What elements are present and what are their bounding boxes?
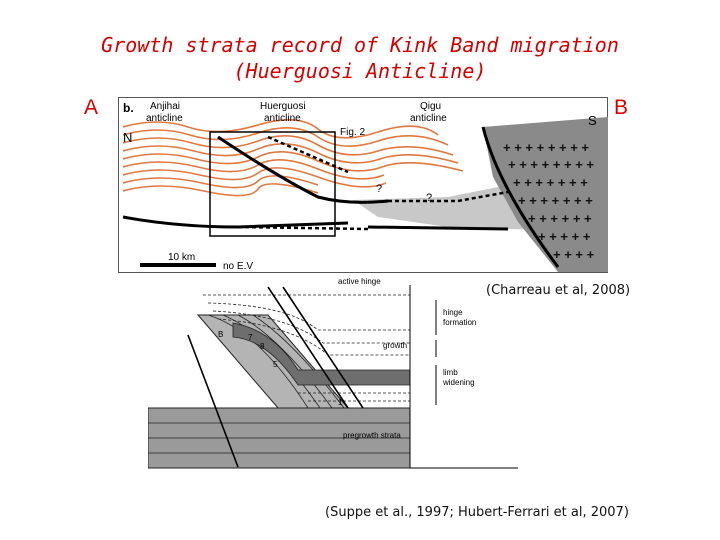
svg-text:+ + + +: + + + + [553, 247, 595, 262]
north-label: N [123, 130, 132, 145]
anticline-2-line2: anticline [264, 113, 301, 124]
section-marker-b: B [614, 96, 629, 119]
limb-widening-line1: limb [443, 368, 458, 377]
panel-label: b. [123, 101, 134, 115]
svg-text:+ + + + + + +: + + + + + + + [518, 193, 593, 208]
anticline-3-line1: Qigu [420, 101, 441, 112]
anticline-1-line1: Anjihai [150, 101, 180, 112]
slide-title-line1: Growth strata record of Kink Band migrat… [101, 33, 619, 57]
bed-label-5: 5 [273, 360, 278, 369]
pregrowth-label: pregrowth strata [343, 431, 401, 440]
svg-text:+ + + + + + + +: + + + + + + + + [508, 157, 594, 172]
hinge-formation-line2: formation [443, 318, 476, 327]
limb-widening-line2: widening [442, 378, 475, 387]
fig-ref-label: Fig. 2 [340, 127, 365, 138]
anticline-3-line2: anticline [410, 113, 447, 124]
bed-label-b: B [218, 330, 223, 339]
citation-suppe: (Suppe et al., 1997; Hubert-Ferrari et a… [325, 505, 629, 520]
svg-text:+ + + + + + + +: + + + + + + + + [503, 140, 589, 155]
anticline-1-line2: anticline [146, 113, 183, 124]
orange-strata [122, 119, 464, 197]
svg-text:+ + + + + +: + + + + + + [528, 211, 592, 226]
anticline-2-line1: Huerguosi [260, 101, 306, 112]
growth-label: growth [383, 341, 407, 350]
cross-section-figure: + + + + + + + + + + + + + + + + + + + + … [118, 97, 608, 273]
bed-label-8: 8 [260, 342, 265, 351]
slide-title-line2: (Huerguosi Anticline) [233, 59, 487, 83]
question-mark-2: ? [426, 192, 432, 204]
hinge-formation-line1: hinge [443, 308, 463, 317]
kink-band-figure: active hinge hinge formation growth limb… [148, 277, 518, 469]
svg-text:+ + + + +: + + + + + [538, 229, 591, 244]
bed-label-1: 1 [338, 398, 343, 407]
fig2-box [209, 131, 336, 237]
south-label: S [588, 113, 597, 128]
question-mark-1: ? [376, 183, 382, 195]
section-marker-a: A [84, 96, 99, 119]
bed-label-7: 7 [248, 333, 253, 342]
ve-label: no E.V [223, 261, 253, 272]
basement-crosses: + + + + + + + + + + + + + + + + + + + + … [503, 140, 595, 262]
citation-charreau: (Charreau et al, 2008) [486, 283, 631, 298]
scale-label: 10 km [168, 252, 195, 263]
svg-text:+ + + + + + +: + + + + + + + [513, 175, 588, 190]
active-hinge-label: active hinge [338, 277, 381, 286]
